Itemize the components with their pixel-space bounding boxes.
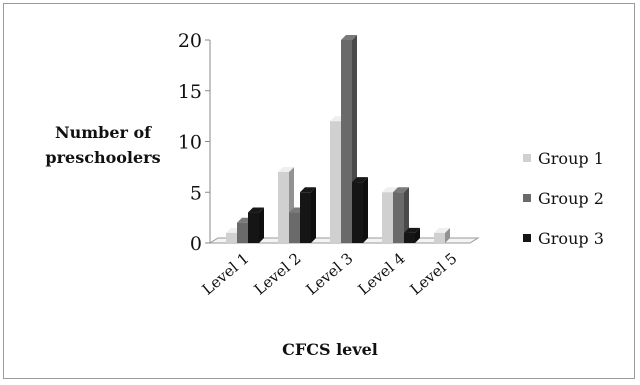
bar-top	[300, 187, 316, 193]
y-tick-label: 15	[178, 81, 202, 103]
y-axis-title-line-2: preschoolers	[45, 148, 160, 167]
x-tick-label: Level 5	[407, 249, 461, 298]
bar-group-1-level-5	[434, 227, 450, 243]
bar-top	[248, 207, 264, 213]
y-tick-label: 0	[190, 233, 202, 255]
bar-front	[248, 212, 259, 243]
bar-top	[382, 187, 398, 193]
bar-group-2-level-4	[393, 187, 409, 243]
bar-group-3-level-3	[352, 177, 368, 243]
x-tick-label: Level 4	[355, 249, 409, 298]
bar-front	[393, 192, 404, 243]
y-tick-label: 10	[178, 132, 202, 154]
x-tick-label: Level 1	[199, 249, 253, 298]
y-axis	[205, 39, 211, 244]
bar-side	[259, 207, 264, 243]
x-axis-title: CFCS level	[282, 340, 378, 359]
bar-front	[289, 212, 300, 243]
legend: Group 1 Group 2 Group 3	[523, 149, 604, 248]
bar-group-3-level-1	[248, 207, 264, 243]
y-axis-title-line-1: Number of	[55, 123, 152, 142]
bar-side	[363, 177, 368, 243]
y-tick-label: 20	[178, 30, 202, 52]
legend-label-group-1: Group 1	[538, 149, 604, 168]
bar-front	[226, 232, 237, 243]
bar-group-3-level-4	[404, 227, 420, 243]
bar-front	[237, 222, 248, 243]
chart-frame	[3, 3, 635, 379]
bar-side	[445, 227, 450, 243]
y-tick-label: 5	[190, 182, 202, 204]
legend-swatch-group-3	[523, 234, 531, 242]
bar-top	[352, 177, 368, 183]
bar-top	[434, 227, 450, 233]
bar-front	[404, 232, 415, 243]
x-tick-label: Level 3	[303, 249, 357, 298]
legend-swatch-group-1	[523, 154, 531, 162]
bar-front	[434, 232, 445, 243]
bar-side	[404, 187, 409, 243]
bar-front	[278, 171, 289, 243]
y-tick-labels: 0 5 10 15 20	[178, 30, 202, 255]
bar-top	[393, 187, 409, 193]
bar-front	[341, 40, 352, 243]
bar-top	[278, 166, 294, 172]
bar-front	[330, 121, 341, 243]
legend-label-group-3: Group 3	[538, 229, 604, 248]
bar-side	[415, 227, 420, 243]
legend-swatch-group-2	[523, 194, 531, 202]
bar-side	[311, 187, 316, 243]
legend-label-group-2: Group 2	[538, 189, 604, 208]
bar-group-3-level-2	[300, 187, 316, 243]
bar-top	[341, 35, 357, 40]
bar-top	[404, 227, 420, 233]
bar-front	[352, 182, 363, 243]
x-tick-label: Level 2	[251, 249, 305, 298]
bar-front	[300, 192, 311, 243]
bars	[226, 35, 450, 243]
bar-front	[382, 192, 393, 243]
